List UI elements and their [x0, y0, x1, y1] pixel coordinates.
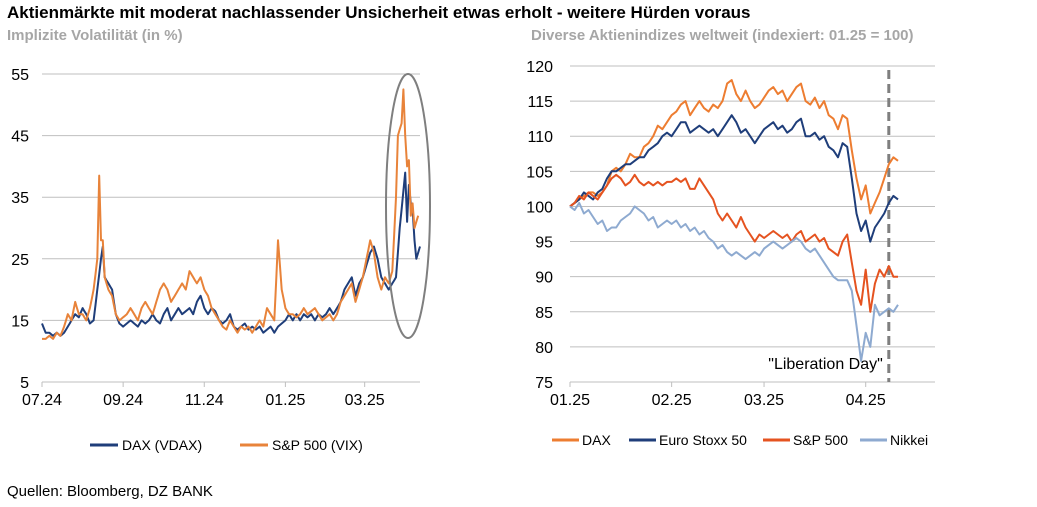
index-chart: 75 80 85 90 95 100 105 110 115 120 01.25 02.25 03.25… — [526, 59, 935, 448]
right-ytick-label: 85 — [535, 305, 553, 322]
left-chart-title: Implizite Volatilität (in %) — [7, 27, 183, 44]
right-ytick-label: 100 — [526, 199, 553, 216]
right-xtick-label: 03.25 — [744, 392, 784, 409]
source-note: Quellen: Bloomberg, DZ BANK — [7, 483, 213, 500]
right-ytick-label: 75 — [535, 375, 553, 392]
right-xtick-label: 01.25 — [550, 392, 590, 409]
left-ytick-label: 35 — [11, 190, 29, 207]
volatility-chart: 5 15 25 35 45 55 07.24 09.24 11.24 01.25 03.25 DAX … — [11, 67, 431, 453]
right-chart-title: Diverse Aktienindizes weltweit (indexier… — [531, 27, 914, 44]
right-series-line-2 — [569, 173, 898, 313]
right-ytick-label: 120 — [526, 59, 553, 76]
left-xtick-label: 11.24 — [185, 392, 224, 409]
right-xtick-label: 02.25 — [652, 392, 692, 409]
right-ytick-label: 90 — [535, 270, 553, 287]
left-xtick-label: 09.24 — [103, 392, 143, 409]
right-series-line-0 — [569, 79, 899, 215]
left-ytick-label: 45 — [11, 129, 29, 146]
right-ytick-label: 105 — [526, 164, 553, 181]
right-ytick-label: 110 — [527, 129, 553, 146]
right-ytick-label: 115 — [527, 94, 553, 111]
left-ytick-label: 5 — [20, 375, 29, 392]
right-ytick-label: 95 — [535, 235, 553, 252]
left-ytick-label: 15 — [11, 313, 29, 330]
right-xtick-label: 04.25 — [846, 392, 886, 409]
right-legend-label-0: DAX — [582, 432, 611, 448]
left-xtick-label: 03.25 — [345, 392, 385, 409]
headline: Aktienmärkte mit moderat nachlassender U… — [7, 3, 751, 22]
left-legend-label-1: S&P 500 (VIX) — [272, 437, 363, 453]
right-liberation-day-label: "Liberation Day" — [768, 356, 883, 373]
left-series-line-1 — [42, 88, 420, 340]
right-series-line-3 — [569, 201, 899, 362]
left-legend-label-0: DAX (VDAX) — [122, 437, 202, 453]
right-ytick-label: 80 — [535, 340, 553, 357]
right-series-line-1 — [569, 114, 899, 243]
right-legend-label-3: Nikkei — [890, 432, 928, 448]
highlight-ellipse — [385, 73, 431, 339]
left-xtick-label: 01.25 — [265, 392, 305, 409]
right-legend-label-2: S&P 500 — [793, 432, 848, 448]
right-legend-label-1: Euro Stoxx 50 — [659, 432, 747, 448]
left-xtick-label: 07.24 — [22, 392, 62, 409]
left-ytick-label: 55 — [11, 67, 29, 84]
left-ytick-label: 25 — [11, 252, 29, 269]
